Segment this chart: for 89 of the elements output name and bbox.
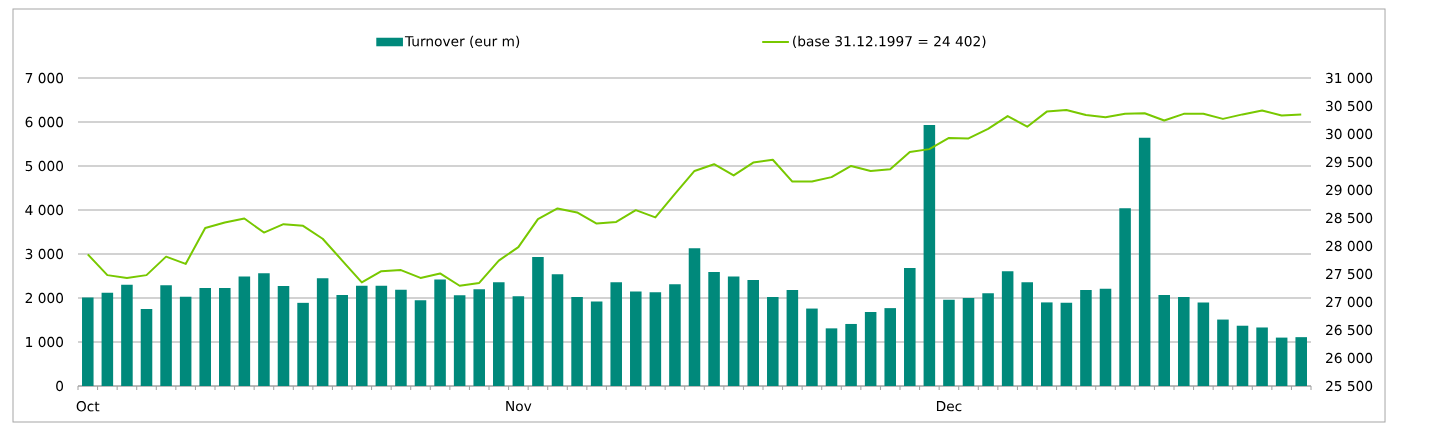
- y2-tick-label: 27 000: [1326, 296, 1373, 308]
- y2-tick-label: 27 500: [1326, 268, 1373, 280]
- y2-tick-label: 29 000: [1326, 184, 1373, 196]
- bar: [1060, 302, 1073, 386]
- y2-tick-label: 30 500: [1326, 100, 1373, 112]
- bar: [1001, 271, 1014, 386]
- bar: [727, 276, 740, 386]
- bar: [688, 248, 701, 386]
- bar: [571, 297, 583, 386]
- y2-tick-label: 30 000: [1326, 128, 1373, 140]
- bar: [356, 285, 368, 386]
- bar: [140, 309, 153, 386]
- bar: [786, 290, 799, 386]
- bar: [1158, 294, 1170, 386]
- bar: [806, 308, 818, 386]
- y-tick-label: 6 000: [25, 116, 64, 128]
- bar: [708, 272, 720, 386]
- legend-label: Turnover (eur m): [404, 35, 520, 49]
- bar: [219, 287, 231, 386]
- y-tick-label: 4 000: [25, 204, 64, 216]
- bar: [943, 299, 955, 386]
- bar: [434, 279, 446, 386]
- bar: [297, 302, 309, 386]
- bar: [238, 276, 251, 386]
- legend-label: (base 31.12.1997 = 24 402): [793, 35, 986, 49]
- y2-tick-label: 29 500: [1326, 156, 1373, 168]
- bar: [610, 282, 622, 386]
- bar: [1080, 290, 1092, 386]
- bar: [649, 292, 662, 386]
- bar: [864, 312, 877, 386]
- bar: [414, 300, 427, 386]
- bar: [82, 297, 94, 386]
- bar: [747, 279, 759, 386]
- bar: [1256, 327, 1268, 386]
- bar: [551, 274, 564, 386]
- bar: [1021, 282, 1033, 386]
- bar: [1236, 325, 1249, 386]
- y-tick-label: 5 000: [25, 160, 64, 172]
- x-tick-label: Nov: [506, 401, 532, 412]
- bar: [258, 273, 270, 386]
- bar: [923, 125, 936, 386]
- y-tick-label: 7 000: [25, 72, 64, 84]
- bar: [336, 294, 348, 386]
- y2-tick-label: 28 500: [1326, 212, 1373, 224]
- bar: [121, 284, 133, 386]
- y-tick-label: 2 000: [25, 292, 64, 304]
- bar: [316, 278, 329, 386]
- x-tick-label: Oct: [76, 401, 100, 412]
- bar: [982, 293, 994, 386]
- bar: [1295, 337, 1307, 386]
- bar: [590, 301, 603, 386]
- bar: [1099, 288, 1112, 386]
- bar: [160, 285, 172, 386]
- y-tick-label: 3 000: [25, 248, 64, 260]
- bar: [1217, 319, 1229, 386]
- bar: [101, 292, 114, 386]
- bar: [493, 282, 505, 386]
- bar: [962, 298, 975, 386]
- y2-tick-label: 28 000: [1326, 240, 1373, 252]
- bar: [375, 285, 388, 386]
- bar: [395, 289, 407, 386]
- line-series: [86, 108, 1303, 287]
- y2-tick-label: 26 000: [1326, 352, 1373, 364]
- y-tick-label: 0: [56, 380, 64, 392]
- y2-tick-label: 31 000: [1326, 72, 1373, 84]
- bar: [1119, 208, 1131, 386]
- y2-tick-label: 25 500: [1326, 380, 1373, 392]
- bar: [825, 328, 838, 386]
- bar: [453, 295, 466, 386]
- bar: [1178, 297, 1190, 386]
- bar: [512, 296, 525, 386]
- bar: [1197, 302, 1210, 386]
- bar: [669, 284, 681, 386]
- bar: [277, 286, 290, 386]
- bar: [1275, 337, 1288, 386]
- bar: [767, 297, 779, 386]
- y-tick-label: 1 000: [26, 336, 64, 348]
- bar: [1138, 137, 1151, 386]
- y2-tick-label: 26 500: [1326, 324, 1373, 336]
- bar: [179, 296, 192, 386]
- bar: [1041, 302, 1053, 386]
- bar: [199, 287, 211, 386]
- bar: [532, 257, 544, 386]
- bar: [473, 289, 485, 386]
- bar: [630, 291, 642, 386]
- x-tick-label: Dec: [936, 401, 962, 412]
- bar: [845, 323, 857, 386]
- bar: [884, 308, 896, 386]
- bar: [904, 268, 916, 386]
